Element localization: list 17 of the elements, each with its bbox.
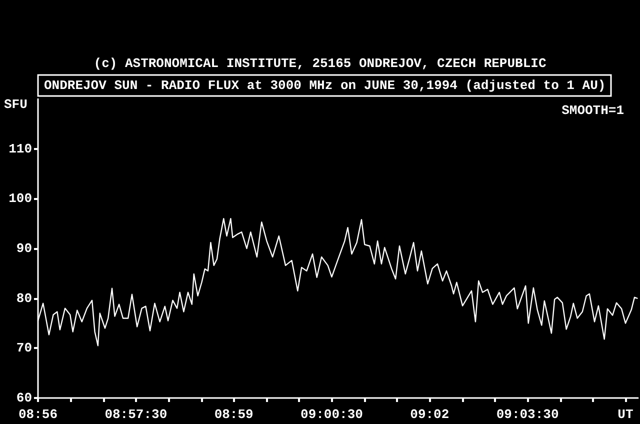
y-tick-label: 80 <box>16 290 32 306</box>
chart-title: ONDREJOV SUN - RADIO FLUX at 3000 MHz on JUNE 30,1994 (adjusted to 1 AU) <box>44 78 606 93</box>
y-tick-label: 90 <box>16 241 32 256</box>
y-tick-label: 70 <box>16 340 32 356</box>
x-tick-label: 08:56 <box>18 407 58 422</box>
x-tick-label: 09:00:30 <box>300 407 364 422</box>
x-tick-label: UT <box>618 407 634 422</box>
y-axis-title: SFU <box>4 97 28 112</box>
annotation: SMOOTH=1 <box>562 103 624 118</box>
x-tick-label: 09:02 <box>410 407 450 422</box>
y-tick-label: 60 <box>16 390 32 406</box>
x-tick-label: 09:03:30 <box>496 407 559 422</box>
y-tick-label: 110 <box>8 141 32 156</box>
x-tick-label: 08:59 <box>214 407 254 422</box>
y-tick-label: 100 <box>8 191 32 206</box>
x-tick-label: 08:57:30 <box>104 407 168 422</box>
chart-subtitle: (c) ASTRONOMICAL INSTITUTE, 25165 ONDREJOV, CZECH REPUBLIC <box>94 56 546 71</box>
